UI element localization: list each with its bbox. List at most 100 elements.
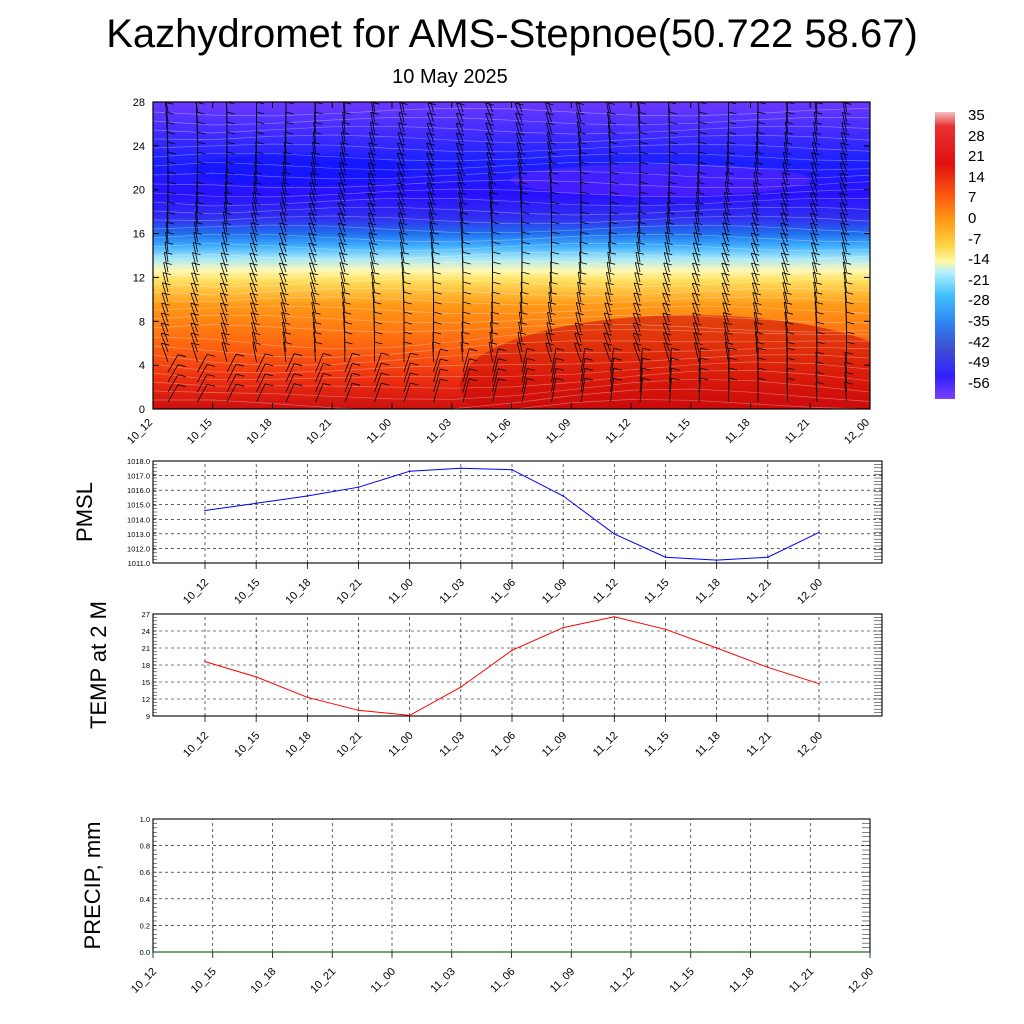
wind-barb-flag <box>755 331 764 335</box>
wind-barb-staff <box>190 332 198 353</box>
wind-barb-staff <box>721 242 729 263</box>
wind-barb-flag <box>550 261 559 265</box>
wind-barb-flag <box>221 232 231 235</box>
wind-barb-staff <box>340 132 346 153</box>
wind-barb-flag <box>457 182 466 185</box>
wind-barb-staff <box>551 368 557 393</box>
data-point <box>715 647 718 649</box>
wind-barb-flag <box>167 201 176 205</box>
wind-barb-flag <box>844 92 852 94</box>
wind-barb-flag <box>781 252 790 256</box>
wind-barb-flag <box>433 291 442 295</box>
wind-barb-flag <box>551 201 560 205</box>
wind-barb-staff <box>433 378 441 403</box>
wind-barb-flag <box>433 311 442 315</box>
wind-barb-flag <box>294 383 303 387</box>
wind-barb-flag <box>610 201 619 205</box>
wind-barb-flag <box>574 342 583 346</box>
wind-barb-staff <box>308 202 316 223</box>
wind-barb-flag <box>294 353 303 357</box>
wind-barb-flag <box>456 152 465 156</box>
wind-barb-flag <box>161 292 171 296</box>
wind-barb-staff <box>639 368 643 393</box>
wind-barb-staff <box>636 232 641 253</box>
wind-barb-flag <box>338 222 347 226</box>
wind-barb-staff <box>844 382 847 403</box>
wind-barb-flag <box>633 322 642 326</box>
wind-barb-flag <box>584 347 593 351</box>
wind-barb-flag <box>177 384 187 388</box>
wind-barb-flag <box>606 272 615 275</box>
wind-barb-flag <box>410 352 419 356</box>
wind-barb-staff <box>337 223 346 243</box>
wind-barb-flag <box>488 182 497 185</box>
wind-barb-flag <box>609 221 618 225</box>
wind-barb-staff <box>751 212 759 233</box>
data-point <box>749 951 752 953</box>
wind-barb-flag <box>430 231 439 235</box>
wind-barb-flag <box>284 131 293 135</box>
wind-barb-staff <box>780 233 788 253</box>
wind-barb-flag <box>368 152 377 156</box>
x-tick-label: 11_09 <box>544 417 574 447</box>
wind-barb-staff <box>580 348 586 373</box>
wind-barb-staff <box>339 262 346 283</box>
wind-barb-flag <box>604 302 613 306</box>
wind-barb-staff <box>576 292 582 313</box>
wind-barb-flag <box>265 363 274 367</box>
contour-line <box>153 305 870 315</box>
wind-barb-flag <box>787 92 795 94</box>
x-tick-label: 11_09 <box>548 966 578 996</box>
wind-barb-staff <box>369 122 375 143</box>
wind-barb-flag <box>692 302 701 306</box>
wind-barb-flag <box>250 232 259 236</box>
wind-barb-staff <box>576 112 582 133</box>
wind-barb-flag <box>251 322 260 325</box>
wind-barb-staff <box>279 222 287 243</box>
wind-barb-staff <box>462 378 470 403</box>
wind-barb-flag <box>693 242 702 246</box>
colorbar <box>935 112 955 399</box>
wind-barb-staff <box>546 132 552 153</box>
wind-barb-flag <box>195 211 204 215</box>
wind-barb-flag <box>193 231 202 235</box>
wind-barb-staff <box>492 348 499 373</box>
wind-barb-staff <box>663 252 670 273</box>
wind-barb-staff <box>521 358 528 383</box>
wind-barb-staff <box>692 312 700 333</box>
wind-barb-flag <box>548 151 557 155</box>
wind-barb-staff <box>750 253 759 273</box>
wind-barb-flag <box>236 383 245 387</box>
x-tick-label: 11_06 <box>489 730 519 760</box>
x-tick-label: 11_21 <box>744 730 774 760</box>
wind-barb-flag <box>692 292 701 296</box>
wind-barb-flag <box>662 292 671 296</box>
wind-barb-flag <box>236 353 245 357</box>
wind-barb-flag <box>671 367 680 371</box>
wind-barb-staff <box>367 162 375 183</box>
wind-barb-flag <box>551 241 560 245</box>
wind-barb-flag <box>869 182 870 184</box>
wind-barb-flag <box>605 292 614 296</box>
contour-line <box>153 323 870 333</box>
wind-barb-staff <box>220 262 228 283</box>
wind-barb-staff <box>398 122 405 143</box>
wind-barb-flag <box>374 321 383 325</box>
wind-barb-flag <box>426 132 435 136</box>
wind-barb-flag <box>516 132 525 136</box>
wind-barb-flag <box>368 162 377 166</box>
x-tick-label: 10_15 <box>232 577 262 607</box>
wind-barb-flag <box>226 121 235 125</box>
wind-barb-staff <box>839 183 847 203</box>
wind-barb-staff <box>313 341 316 363</box>
wind-barb-flag <box>485 132 495 136</box>
wind-barb-flag <box>279 242 288 246</box>
wind-barb-flag <box>308 242 317 246</box>
y-tick-label: 4 <box>139 360 145 372</box>
wind-barb-staff <box>839 193 847 213</box>
wind-barb-flag <box>521 221 530 225</box>
wind-barb-flag <box>281 312 290 315</box>
wind-barb-flag <box>811 242 820 246</box>
wind-barb-flag <box>547 312 556 315</box>
x-tick-label: 11_15 <box>642 730 672 760</box>
